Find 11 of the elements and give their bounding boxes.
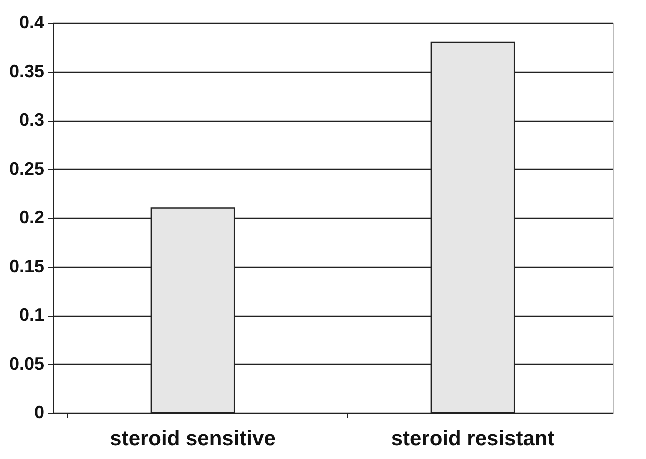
y-tick-label: 0.4 bbox=[19, 12, 44, 32]
y-tick-label: 0.1 bbox=[19, 305, 44, 325]
y-tick-label: 0.2 bbox=[19, 208, 44, 228]
x-tick-label: steroid sensitive bbox=[110, 428, 276, 450]
x-tick-label: steroid resistant bbox=[391, 428, 555, 450]
y-tick-label: 0.35 bbox=[9, 61, 44, 82]
y-tick-label: 0.25 bbox=[9, 158, 44, 179]
y-tick-label: 0 bbox=[34, 402, 44, 422]
y-tick-label: 0.15 bbox=[9, 256, 44, 276]
y-tick-label: 0.3 bbox=[19, 110, 44, 130]
y-tick-label: 0.05 bbox=[9, 354, 44, 374]
